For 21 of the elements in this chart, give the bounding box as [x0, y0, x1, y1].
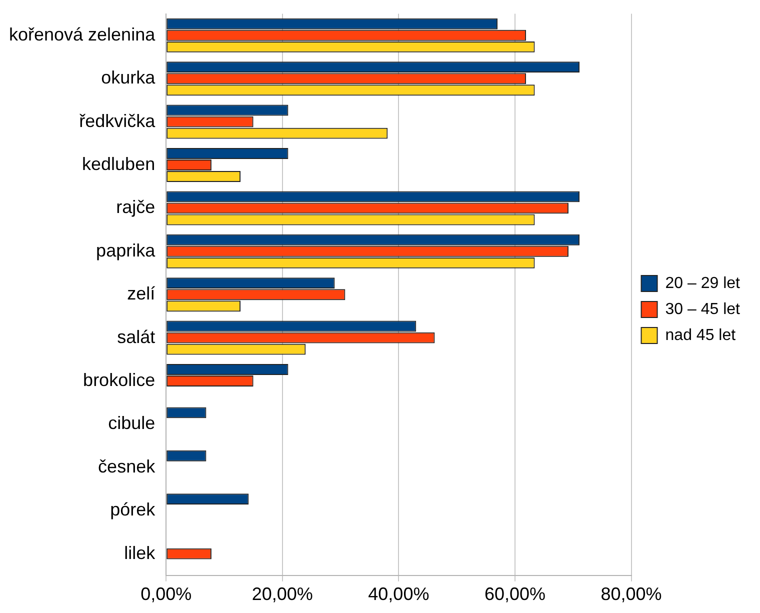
y-tick-label: pórek	[110, 500, 156, 520]
legend-label: 20 – 29 let	[665, 274, 741, 292]
y-tick-label: kedluben	[82, 154, 156, 174]
y-tick-label: rajče	[116, 197, 156, 218]
y-tick-label: zelí	[127, 284, 156, 304]
y-tick-label: salát	[117, 326, 156, 347]
y-tick-label: okurka	[101, 68, 156, 88]
y-tick-label: ředkvička	[79, 110, 156, 131]
legend-label: 30 – 45 let	[665, 300, 741, 318]
y-tick-label: paprika	[96, 240, 156, 260]
y-tick-label: česnek	[98, 456, 156, 476]
x-tick-label: 20,00%	[252, 584, 313, 604]
x-tick-label: 40,00%	[368, 584, 430, 604]
x-tick-label: 0,00%	[140, 584, 192, 604]
x-tick-label: 60,00%	[484, 584, 546, 604]
y-tick-label: lilek	[124, 542, 156, 563]
y-tick-label: brokolice	[83, 370, 156, 390]
y-tick-label: kořenová zelenina	[8, 24, 156, 44]
legend-label: nad 45 let	[665, 326, 736, 344]
y-tick-label: cibule	[108, 413, 156, 434]
x-tick-label: 80,00%	[600, 584, 662, 604]
